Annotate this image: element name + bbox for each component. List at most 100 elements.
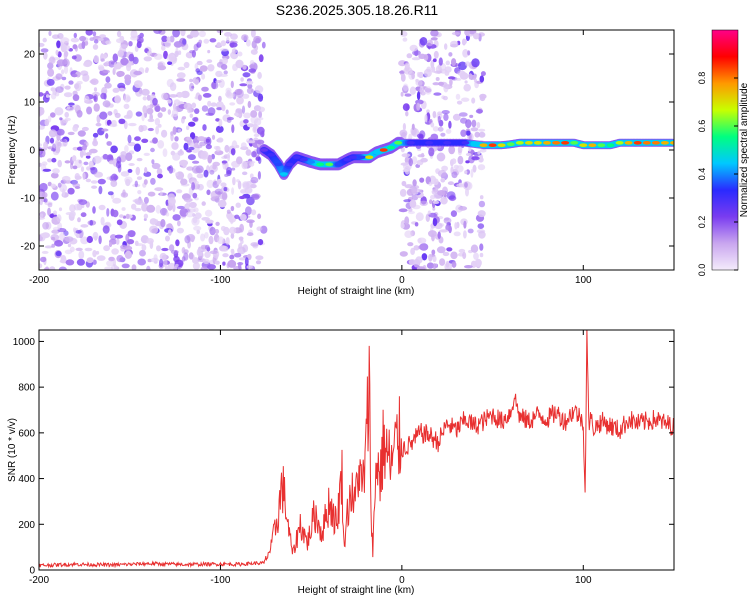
- noise-blob: [462, 38, 468, 45]
- noise-blob: [260, 131, 265, 138]
- noise-blob: [449, 78, 453, 86]
- noise-blob: [104, 266, 114, 270]
- noise-blob: [93, 87, 98, 92]
- signal-point: [642, 141, 651, 145]
- noise-blob: [437, 111, 443, 116]
- noise-blob: [242, 72, 251, 78]
- noise-blob: [113, 62, 118, 72]
- noise-blob: [48, 129, 58, 138]
- noise-blob: [193, 207, 199, 213]
- signal-point: [561, 141, 570, 145]
- noise-blob: [153, 254, 158, 262]
- noise-blob: [215, 80, 222, 83]
- noise-blob: [88, 160, 94, 169]
- noise-blob: [56, 214, 62, 223]
- noise-blob: [139, 32, 144, 39]
- noise-blob: [200, 266, 208, 270]
- noise-blob: [198, 39, 203, 45]
- noise-blob: [75, 233, 80, 238]
- noise-blob: [59, 138, 66, 143]
- noise-blob: [400, 223, 405, 229]
- signal-point: [372, 150, 381, 155]
- noise-blob: [133, 143, 141, 152]
- noise-blob: [48, 56, 56, 64]
- signal-point: [479, 143, 488, 147]
- noise-blob: [404, 230, 413, 238]
- noise-blob: [60, 37, 70, 44]
- noise-blob: [200, 150, 209, 160]
- noise-blob: [149, 218, 158, 225]
- noise-blob: [76, 80, 83, 85]
- noise-blob: [150, 177, 156, 185]
- noise-blob: [176, 91, 184, 98]
- y-tick-label: -10: [21, 194, 36, 205]
- noise-blob: [465, 61, 471, 67]
- noise-blob: [112, 258, 116, 267]
- signal-point: [365, 155, 374, 159]
- noise-blob: [57, 159, 62, 168]
- noise-blob: [43, 51, 48, 60]
- noise-blob: [170, 249, 179, 255]
- noise-blob: [150, 147, 155, 153]
- noise-blob: [479, 75, 485, 83]
- noise-blob: [174, 50, 179, 58]
- noise-blob: [478, 200, 486, 208]
- noise-blob: [162, 258, 168, 268]
- noise-blob: [230, 205, 235, 212]
- noise-blob: [225, 92, 235, 99]
- noise-blob: [172, 30, 180, 38]
- signal-point: [524, 141, 533, 145]
- noise-blob: [139, 249, 146, 257]
- noise-blob: [435, 168, 440, 175]
- noise-blob: [86, 235, 94, 244]
- noise-blob: [236, 88, 244, 98]
- noise-blob: [39, 199, 43, 206]
- noise-blob: [415, 256, 423, 264]
- noise-blob: [159, 252, 167, 261]
- noise-blob: [177, 220, 181, 227]
- noise-blob: [217, 137, 224, 143]
- noise-blob: [126, 63, 132, 72]
- noise-blob: [439, 258, 446, 266]
- noise-blob: [191, 102, 197, 109]
- signal-point: [533, 141, 542, 145]
- noise-blob: [143, 171, 152, 177]
- noise-blob: [429, 199, 433, 205]
- noise-blob: [160, 219, 166, 228]
- noise-blob: [468, 146, 472, 152]
- x-tick-label: -200: [29, 575, 49, 586]
- noise-blob: [188, 252, 194, 260]
- noise-blob: [450, 251, 458, 260]
- noise-blob: [409, 199, 417, 208]
- noise-blob: [201, 201, 206, 206]
- noise-blob: [437, 169, 447, 178]
- noise-blob: [42, 222, 49, 230]
- noise-blob: [246, 232, 254, 237]
- noise-blob: [159, 191, 163, 197]
- noise-blob: [479, 252, 484, 258]
- noise-blob: [470, 169, 474, 178]
- noise-blob: [49, 266, 56, 270]
- noise-blob: [181, 116, 187, 120]
- noise-blob: [41, 232, 50, 239]
- noise-blob: [400, 73, 406, 82]
- noise-blob: [258, 110, 262, 119]
- noise-blob: [193, 225, 202, 231]
- snr-x-axis-label: Height of straight line (km): [298, 585, 415, 596]
- noise-blob: [167, 99, 172, 104]
- noise-blob: [45, 94, 50, 98]
- noise-blob: [117, 49, 124, 58]
- noise-blob: [67, 187, 75, 195]
- noise-blob: [39, 92, 44, 97]
- noise-blob: [168, 244, 175, 252]
- noise-blob: [96, 255, 106, 261]
- noise-blob: [85, 155, 91, 159]
- noise-blob: [438, 57, 443, 66]
- noise-blob: [432, 126, 439, 132]
- noise-blob: [60, 255, 67, 264]
- noise-blob: [109, 123, 118, 128]
- noise-blob: [402, 103, 410, 111]
- noise-blob: [239, 223, 245, 233]
- noise-blob: [202, 124, 207, 131]
- noise-blob: [51, 243, 56, 248]
